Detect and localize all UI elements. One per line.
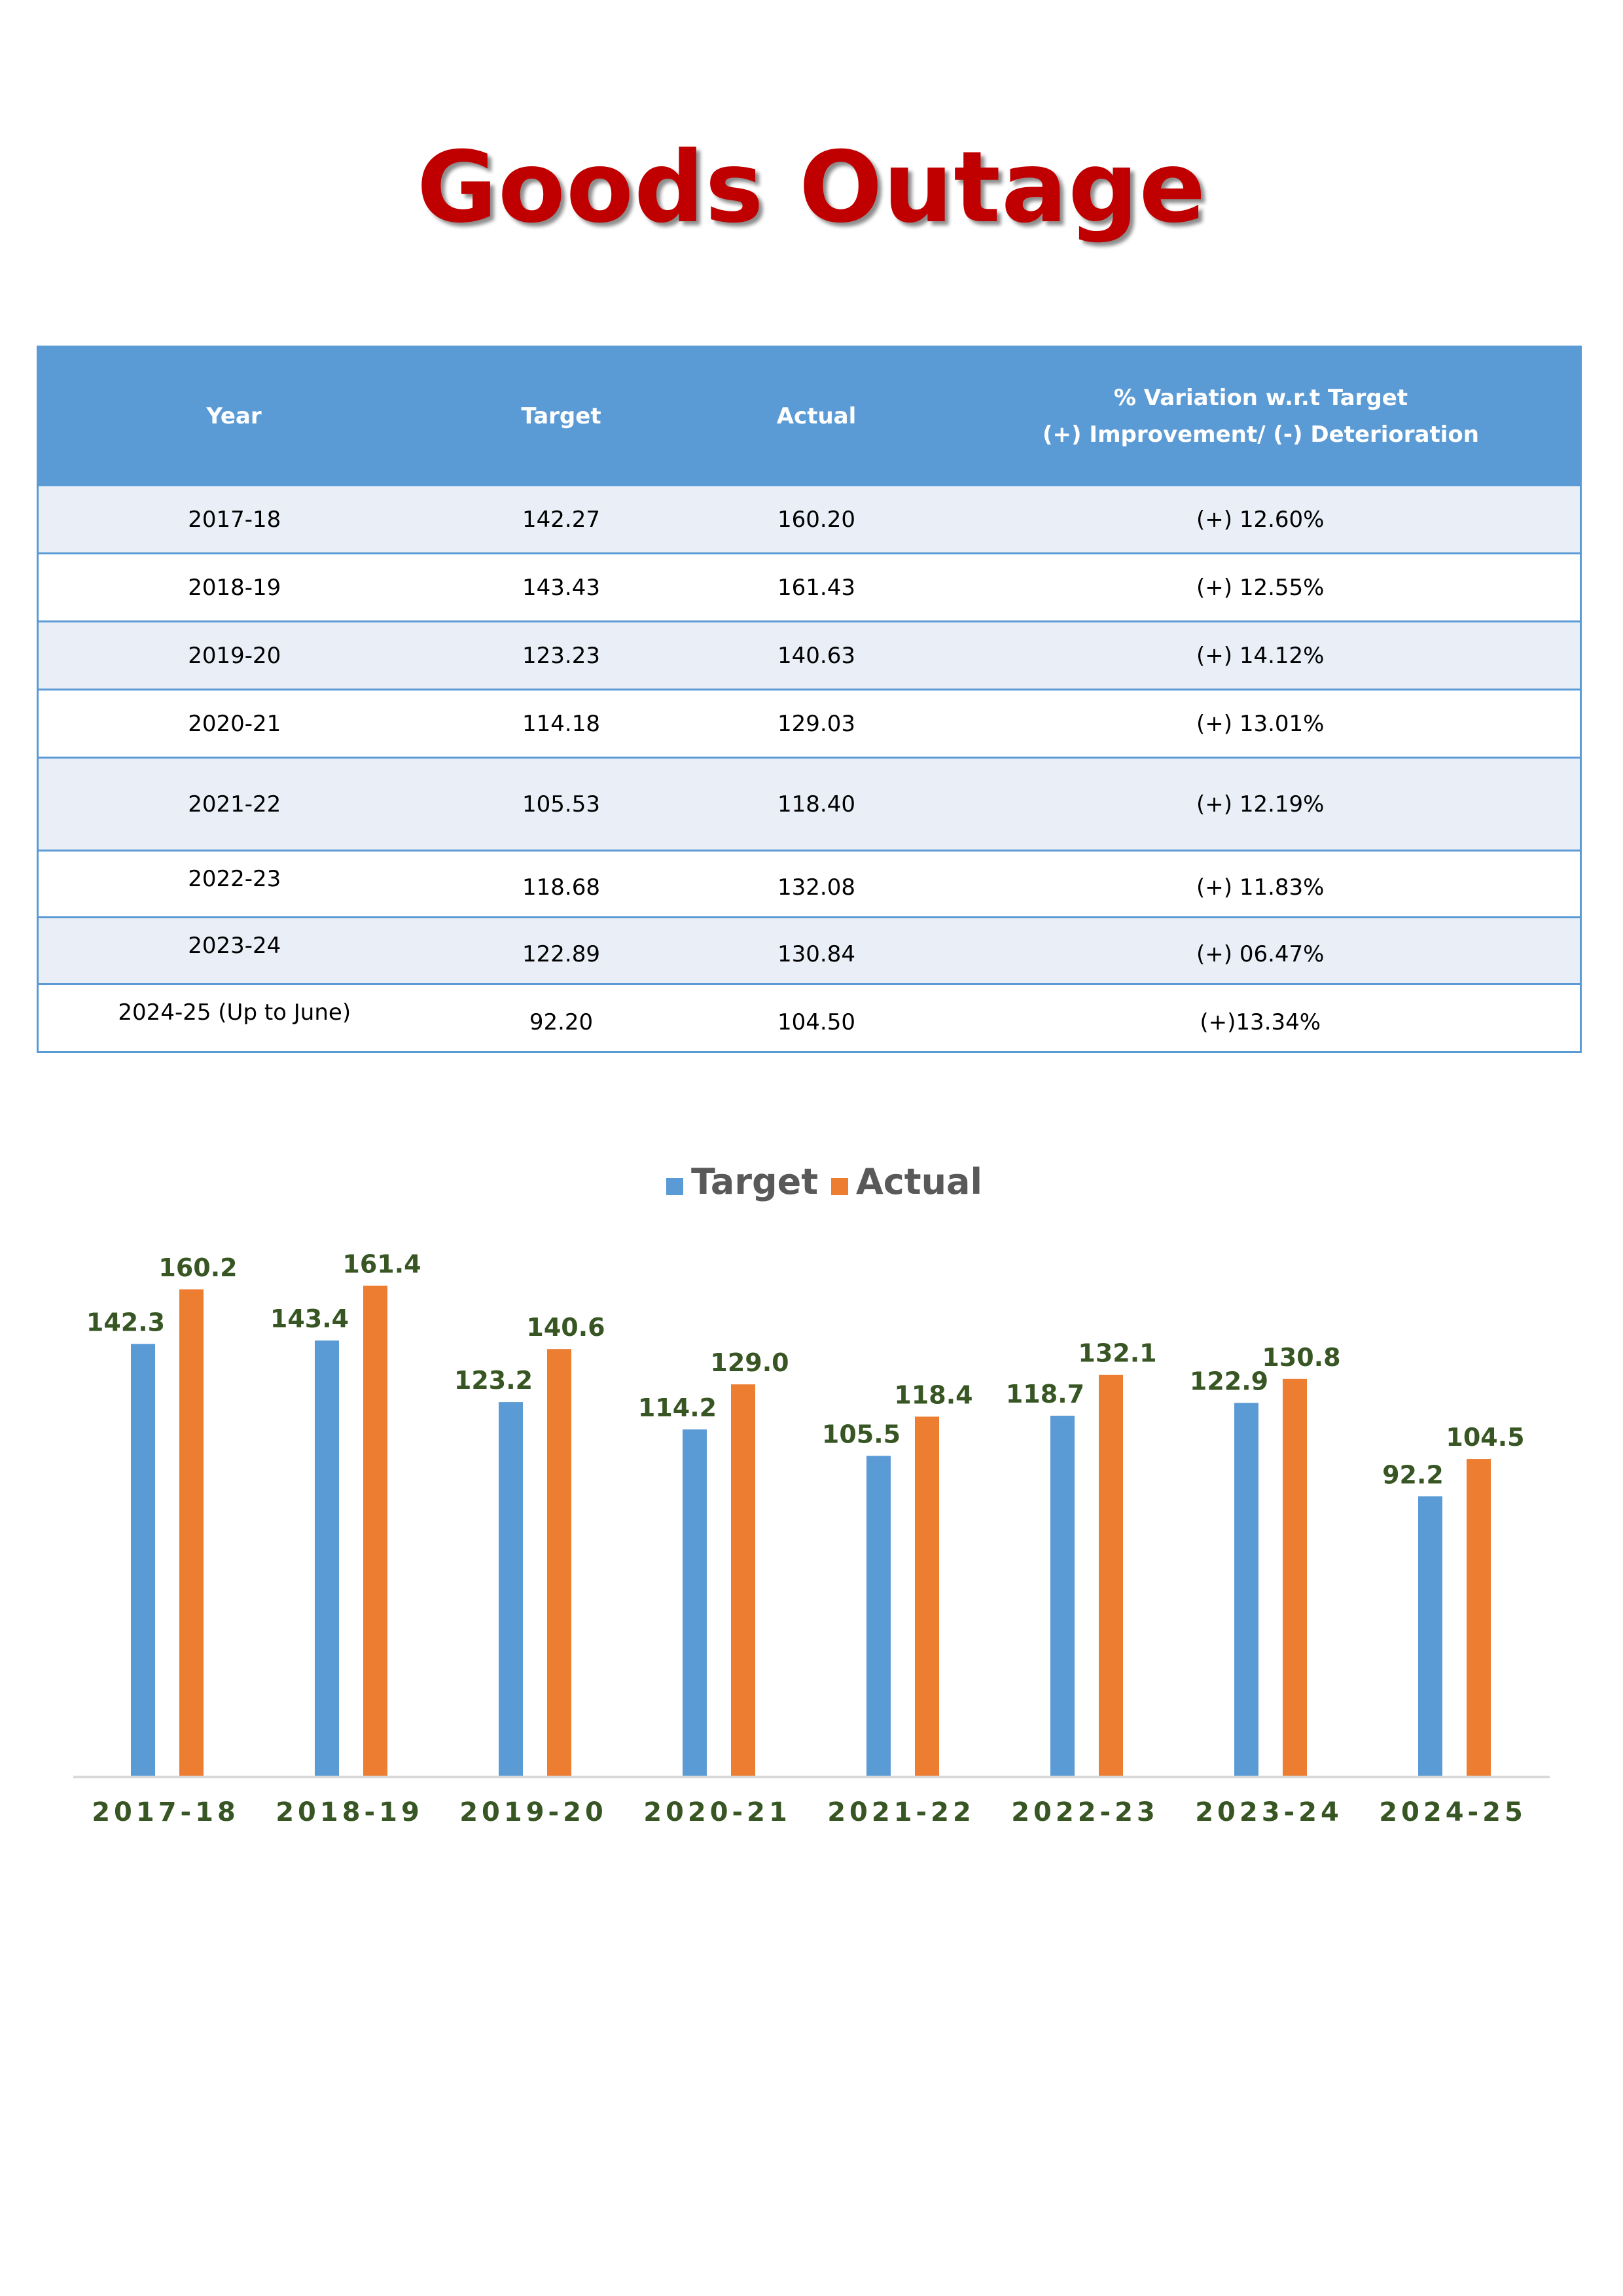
cell-target: 92.20 <box>430 983 692 1053</box>
data-label-actual-2024-25: 104.5 <box>1446 1423 1524 1452</box>
cell-actual: 118.40 <box>692 757 941 852</box>
bar-actual-2024-25 <box>1467 1459 1491 1777</box>
x-tick-label: 2022-23 <box>1011 1797 1159 1827</box>
x-tick-label: 2018-19 <box>276 1797 423 1827</box>
x-axis-tick-labels: 2017-18 2018-19 2019-20 2020-21 2021-22 2022-… <box>92 1797 1527 1827</box>
cell-variation: (+) 14.12% <box>940 620 1582 691</box>
data-label-target-2020-21: 114.2 <box>638 1393 717 1422</box>
bar-target-2021-22 <box>866 1456 891 1777</box>
cell-target: 142.27 <box>430 484 692 554</box>
header-year: Year <box>37 346 431 486</box>
cell-variation: (+) 12.60% <box>940 484 1582 554</box>
data-label-target-2021-22: 105.5 <box>822 1420 901 1448</box>
bar-target-2020-21 <box>683 1429 707 1777</box>
cell-actual: 140.63 <box>692 620 941 691</box>
x-tick-label: 2023-24 <box>1195 1797 1343 1827</box>
legend-actual-label: Actual <box>856 1161 982 1202</box>
bar-target-2018-19 <box>315 1340 339 1777</box>
table-row: 2020-21 114.18 129.03 (+) 13.01% <box>37 689 1582 759</box>
data-label-target-2017-18: 142.3 <box>86 1308 165 1336</box>
data-label-actual-2020-21: 129.0 <box>710 1348 789 1377</box>
page-title: Goods Outage <box>416 131 1207 245</box>
bar-actual-2019-20 <box>547 1349 571 1777</box>
table-row: 2019-20 123.23 140.63 (+) 14.12% <box>37 620 1582 691</box>
x-tick-label: 2020-21 <box>643 1797 791 1827</box>
bar-actual-2021-22 <box>915 1416 939 1777</box>
data-label-actual-2022-23: 132.1 <box>1078 1339 1156 1368</box>
table-row: 2022-23 118.68 132.08 (+) 11.83% <box>37 850 1582 918</box>
cell-actual: 129.03 <box>692 689 941 759</box>
cell-variation: (+) 13.01% <box>940 689 1582 759</box>
data-label-actual-2018-19: 161.4 <box>342 1249 421 1278</box>
bar-actual-2020-21 <box>731 1384 755 1777</box>
header-target: Target <box>429 346 693 486</box>
header-variation: % Variation w.r.t Target (+) Improvement… <box>940 346 1582 486</box>
data-label-target-2023-24: 122.9 <box>1190 1367 1268 1396</box>
bar-target-2022-23 <box>1050 1416 1075 1777</box>
chart-bars <box>131 1285 1491 1777</box>
x-tick-label: 2024-25 <box>1379 1797 1527 1827</box>
table-header-row: Year Target Actual % Variation w.r.t Tar… <box>37 346 1582 486</box>
bar-actual-2022-23 <box>1099 1374 1123 1777</box>
bar-target-2019-20 <box>499 1402 523 1777</box>
legend-actual-swatch <box>831 1178 848 1195</box>
cell-year: 2023-24 <box>37 916 431 985</box>
bar-target-2024-25 <box>1418 1496 1442 1777</box>
cell-year: 2019-20 <box>37 620 431 691</box>
bar-actual-2023-24 <box>1283 1378 1307 1777</box>
data-label-actual-2017-18: 160.2 <box>158 1253 237 1282</box>
cell-target: 118.68 <box>430 850 692 918</box>
table-row: 2021-22 105.53 118.40 (+) 12.19% <box>37 757 1582 852</box>
x-tick-label: 2017-18 <box>92 1797 240 1827</box>
cell-actual: 160.20 <box>692 484 941 554</box>
chart-legend: Target Actual <box>666 1161 982 1202</box>
data-label-actual-2021-22: 118.4 <box>894 1380 972 1409</box>
legend-target-swatch <box>666 1178 683 1195</box>
cell-year: 2021-22 <box>37 757 431 852</box>
data-label-actual-2023-24: 130.8 <box>1262 1343 1340 1372</box>
chart-value-labels: 142.3 160.2 143.4 161.4 123.2 140.6 114.2 129.0… <box>86 1249 1525 1489</box>
goods-outage-bar-chart: Target Actual 142.3160.2143.4161.4123.21… <box>73 1161 1550 1827</box>
bar-actual-2017-18 <box>179 1289 204 1777</box>
cell-variation: (+) 11.83% <box>940 850 1582 918</box>
cell-variation: (+) 12.19% <box>940 757 1582 852</box>
x-tick-label: 2019-20 <box>459 1797 607 1827</box>
x-tick-label: 2021-22 <box>827 1797 975 1827</box>
data-label-target-2018-19: 143.4 <box>270 1304 349 1333</box>
header-variation-line1: % Variation w.r.t Target <box>1113 385 1408 411</box>
cell-year: 2018-19 <box>37 552 431 622</box>
table-row: 2017-18 142.27 160.20 (+) 12.60% <box>37 484 1582 554</box>
cell-variation: (+) 12.55% <box>940 552 1582 622</box>
header-actual: Actual <box>691 346 942 486</box>
cell-year: 2017-18 <box>37 484 431 554</box>
cell-year: 2024-25 (Up to June) <box>37 983 431 1053</box>
data-label-target-2024-25: 92.2 <box>1382 1460 1444 1489</box>
cell-target: 114.18 <box>430 689 692 759</box>
cell-actual: 161.43 <box>692 552 941 622</box>
cell-variation: (+) 06.47% <box>940 916 1582 985</box>
cell-actual: 130.84 <box>692 916 941 985</box>
legend-target-label: Target <box>691 1161 818 1202</box>
data-label-actual-2019-20: 140.6 <box>526 1313 605 1342</box>
data-label-target-2019-20: 123.2 <box>454 1366 533 1395</box>
table-row: 2023-24 122.89 130.84 (+) 06.47% <box>37 916 1582 985</box>
cell-target: 143.43 <box>430 552 692 622</box>
cell-target: 122.89 <box>430 916 692 985</box>
cell-actual: 104.50 <box>692 983 941 1053</box>
cell-year: 2022-23 <box>37 850 431 918</box>
outage-table: Year Target Actual % Variation w.r.t Tar… <box>37 346 1582 1053</box>
cell-actual: 132.08 <box>692 850 941 918</box>
cell-target: 123.23 <box>430 620 692 691</box>
data-label-target-2022-23: 118.7 <box>1006 1380 1084 1408</box>
table-row: 2024-25 (Up to June) 92.20 104.50 (+)13.… <box>37 983 1582 1053</box>
cell-target: 105.53 <box>430 757 692 852</box>
cell-variation: (+)13.34% <box>940 983 1582 1053</box>
bar-target-2017-18 <box>131 1344 155 1777</box>
header-variation-line2: (+) Improvement/ (-) Deterioration <box>1043 422 1479 448</box>
bar-actual-2018-19 <box>363 1285 387 1777</box>
table-row: 2018-19 143.43 161.43 (+) 12.55% <box>37 552 1582 622</box>
cell-year: 2020-21 <box>37 689 431 759</box>
bar-target-2023-24 <box>1234 1403 1258 1777</box>
